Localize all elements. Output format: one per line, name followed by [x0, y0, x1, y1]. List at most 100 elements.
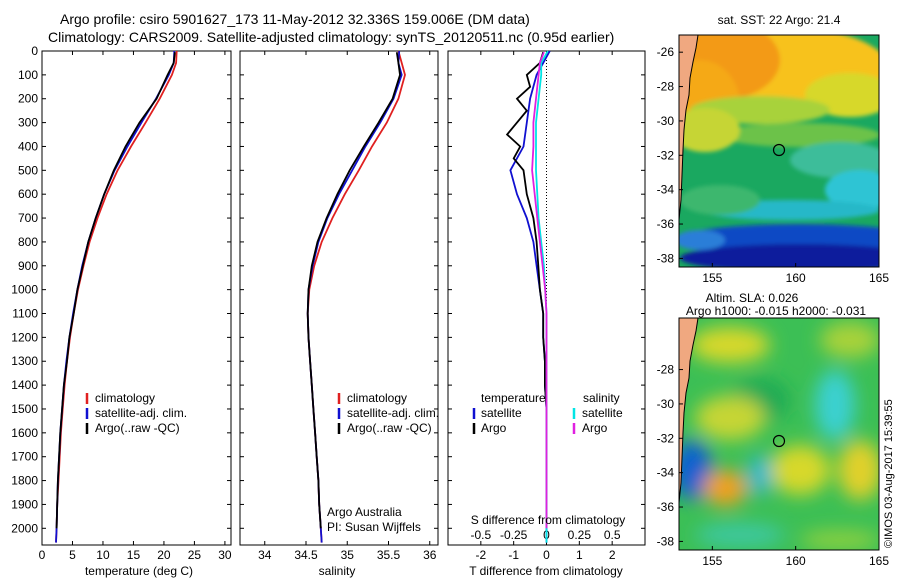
- sla-map-ytick-label: -36: [657, 500, 675, 514]
- temperature-ytick-label: 900: [18, 259, 38, 273]
- temperature-ytick-label: 1800: [11, 474, 38, 488]
- temperature-ytick-label: 400: [18, 139, 38, 153]
- sla-map-ytick-label: -34: [657, 466, 675, 480]
- sst-map-ytick-label: -30: [657, 114, 675, 128]
- salinity-legend-label: satellite-adj. clim.: [347, 406, 439, 420]
- difference-legend-label: satellite: [582, 406, 623, 420]
- sla-map-xtick-label: 165: [869, 554, 889, 568]
- salinity-xtick-label: 35.5: [377, 548, 401, 562]
- temperature-xtick-label: 25: [188, 548, 202, 562]
- salinity-panel: 34 34.5 35 35.5 36 climatologysatellite-adj. …: [239, 50, 439, 562]
- temperature-xtick-label: 10: [96, 548, 110, 562]
- temperature-ytick-label: 300: [18, 116, 38, 130]
- difference-legend-salinity-header: salinity: [583, 391, 620, 405]
- difference-xtick-label: 1: [576, 548, 583, 562]
- figure-title-line1: Argo profile: csiro 5901627_173 11-May-2…: [60, 11, 530, 27]
- temperature-frame: [41, 50, 232, 546]
- sst-map-xtick-label: 155: [702, 271, 722, 285]
- temperature-series-line: [55, 50, 176, 543]
- difference-s-tick-label: 0.5: [604, 528, 621, 542]
- sla-map-ytick-label: -30: [657, 397, 675, 411]
- salinity-annotation-line2: PI: Susan Wijffels: [327, 520, 421, 534]
- temperature-xtick-label: 15: [127, 548, 141, 562]
- temperature-ytick-label: 1400: [11, 378, 38, 392]
- temperature-ytick-label: 600: [18, 187, 38, 201]
- difference-legend-label: Argo: [582, 421, 608, 435]
- salinity-xtick-label: 36: [423, 548, 437, 562]
- salinity-series-line: [306, 50, 403, 543]
- temperature-ytick-label: 0: [31, 44, 38, 58]
- difference-series-line: [531, 51, 548, 529]
- difference-s-tick-label: 0.25: [568, 528, 592, 542]
- sst-map-ytick-label: -32: [657, 148, 675, 162]
- salinity-legend-label: Argo(..raw -QC): [347, 421, 432, 435]
- credit-text: ©IMOS 03-Aug-2017 15:39:55: [883, 399, 895, 548]
- temperature-ytick-label: 1500: [11, 402, 38, 416]
- sst-map-title: sat. SST: 22 Argo: 21.4: [718, 13, 841, 27]
- temperature-ytick-label: 500: [18, 163, 38, 177]
- temperature-ytick-label: 800: [18, 235, 38, 249]
- temperature-legend-label: Argo(..raw -QC): [95, 421, 180, 435]
- salinity-legend-label: climatology: [347, 391, 407, 405]
- difference-legend-label: satellite: [481, 406, 522, 420]
- temperature-legend-label: climatology: [95, 391, 155, 405]
- salinity-frame: [239, 50, 439, 546]
- temperature-series-line: [55, 50, 178, 543]
- difference-legend-label: Argo: [481, 421, 507, 435]
- temperature-ytick-label: 1700: [11, 450, 38, 464]
- difference-s-tick-label: -0.25: [500, 528, 528, 542]
- sla-map-ytick-label: -32: [657, 431, 675, 445]
- salinity-xtick-label: 34: [258, 548, 272, 562]
- sst-map-ytick-label: -36: [657, 217, 675, 231]
- temperature-xlabel: temperature (deg C): [85, 564, 193, 578]
- temperature-legend-label: satellite-adj. clim.: [95, 406, 187, 420]
- difference-xlabel: T difference from climatology: [469, 564, 623, 578]
- temperature-ytick-label: 2000: [11, 521, 38, 535]
- sst-map-ytick-label: -26: [657, 45, 675, 59]
- sla-map-xtick-label: 155: [702, 554, 722, 568]
- sst-map-ytick-label: -28: [657, 80, 675, 94]
- temperature-xtick-label: 20: [157, 548, 171, 562]
- temperature-panel: 0 5 10 15 20 25 300100200300400500600700800900…: [11, 44, 232, 562]
- sst-map-xtick-label: 160: [786, 271, 806, 285]
- difference-xtick-label: 0: [543, 548, 550, 562]
- temperature-ytick-label: 1000: [11, 283, 38, 297]
- difference-top-xlabel: S difference from climatology: [471, 513, 626, 527]
- sla-map-xtick-label: 160: [786, 554, 806, 568]
- temperature-xtick-label: 0: [39, 548, 46, 562]
- figure-title-line2: Climatology: CARS2009. Satellite-adjuste…: [48, 29, 614, 45]
- temperature-ytick-label: 700: [18, 211, 38, 225]
- sla-map-ytick-label: -38: [657, 534, 675, 548]
- sla-map-title-line2: Argo h1000: -0.015 h2000: -0.031: [686, 304, 866, 318]
- sla-map: 155 160 165 -28 -30 -32 -34 -36 -38: [657, 317, 889, 568]
- temperature-ytick-label: 1900: [11, 497, 38, 511]
- sst-map: 155 160 165 -26 -28 -30 -32 -34 -36 -38: [657, 34, 889, 285]
- sla-map-title-line1: Altim. SLA: 0.026: [706, 291, 799, 305]
- salinity-xlabel: salinity: [319, 564, 356, 578]
- difference-xtick-label: -2: [475, 548, 486, 562]
- sst-map-xtick-label: 165: [869, 271, 889, 285]
- temperature-ytick-label: 1100: [12, 307, 38, 321]
- temperature-xtick-label: 5: [69, 548, 76, 562]
- sst-map-ytick-label: -38: [657, 251, 675, 265]
- salinity-xtick-label: 35: [341, 548, 355, 562]
- temperature-ytick-label: 100: [18, 68, 38, 82]
- difference-legend-temperature-header: temperature: [481, 391, 546, 405]
- sla-map-ytick-label: -28: [657, 363, 675, 377]
- temperature-ytick-label: 1200: [11, 330, 38, 344]
- temperature-xtick-label: 30: [218, 548, 232, 562]
- difference-s-tick-label: -0.5: [470, 528, 491, 542]
- temperature-ytick-label: 200: [18, 92, 38, 106]
- temperature-ytick-label: 1300: [11, 354, 38, 368]
- salinity-series-line: [306, 52, 401, 529]
- sst-map-ytick-label: -34: [657, 183, 675, 197]
- salinity-xtick-label: 34.5: [294, 548, 318, 562]
- salinity-annotation-line1: Argo Australia: [327, 505, 402, 519]
- difference-xtick-label: 2: [609, 548, 616, 562]
- temperature-ytick-label: 1600: [11, 426, 38, 440]
- difference-xtick-label: -1: [508, 548, 519, 562]
- temperature-series-line: [55, 52, 176, 529]
- salinity-series-line: [306, 50, 406, 543]
